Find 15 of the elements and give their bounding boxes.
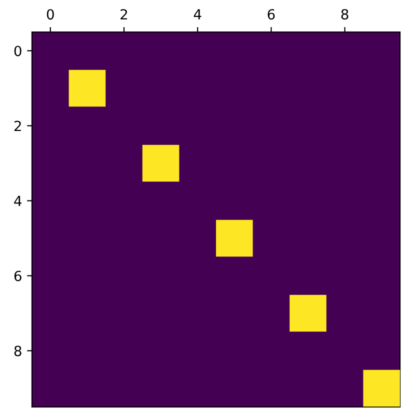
point — [363, 370, 400, 407]
y-tick-label: 8 — [14, 346, 22, 356]
x-tick-label: 2 — [120, 9, 128, 20]
point — [142, 144, 180, 182]
y-tick-label: 6 — [14, 270, 22, 282]
x-tick-label: 0 — [46, 9, 54, 20]
y-tick-label: 2 — [14, 120, 21, 132]
x-tick-label: 6 — [268, 9, 275, 20]
point — [216, 220, 253, 257]
y-tick-label: 4 — [14, 196, 22, 206]
x-tick-label: 4 — [194, 9, 202, 20]
y-tick-label: 0 — [14, 46, 22, 56]
point — [68, 70, 106, 107]
point — [290, 294, 326, 332]
x-tick-label: 8 — [341, 9, 348, 20]
